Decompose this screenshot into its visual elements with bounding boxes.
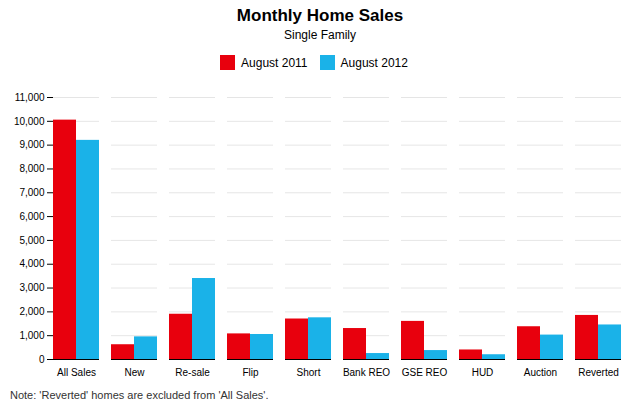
svg-text:8,000: 8,000 xyxy=(19,163,44,174)
svg-text:5,000: 5,000 xyxy=(19,235,44,246)
svg-text:GSE REO: GSE REO xyxy=(402,367,448,378)
svg-text:New: New xyxy=(124,367,145,378)
html-text:August 2012: August 2012 xyxy=(340,55,408,70)
svg-text:4,000: 4,000 xyxy=(19,258,44,269)
svg-text:2,000: 2,000 xyxy=(19,306,44,317)
svg-text:0: 0 xyxy=(39,354,45,365)
svg-text:10,000: 10,000 xyxy=(14,116,45,127)
svg-text:Re-sale: Re-sale xyxy=(175,367,210,378)
svg-text:11,000: 11,000 xyxy=(15,92,45,103)
svg-text:Short: Short xyxy=(297,367,321,378)
svg-text:7,000: 7,000 xyxy=(19,187,44,198)
svg-text:HUD: HUD xyxy=(472,367,494,378)
svg-text:Flip: Flip xyxy=(242,367,259,378)
html-text:Monthly Home Sales: Monthly Home Sales xyxy=(236,6,404,25)
svg-text:Reverted: Reverted xyxy=(578,367,619,378)
html-text:August 2011: August 2011 xyxy=(241,55,308,70)
svg-text:All Sales: All Sales xyxy=(57,367,96,378)
svg-text:1,000: 1,000 xyxy=(19,330,44,341)
html-text:Single Family: Single Family xyxy=(284,28,356,42)
svg-text:6,000: 6,000 xyxy=(19,211,44,222)
svg-text:Auction: Auction xyxy=(524,367,557,378)
html-text:Note: 'Reverted' homes are exc: Note: 'Reverted' homes are excluded from… xyxy=(10,389,269,401)
svg-text:Bank REO: Bank REO xyxy=(343,367,390,378)
svg-text:9,000: 9,000 xyxy=(19,139,44,150)
svg-text:3,000: 3,000 xyxy=(19,282,44,293)
